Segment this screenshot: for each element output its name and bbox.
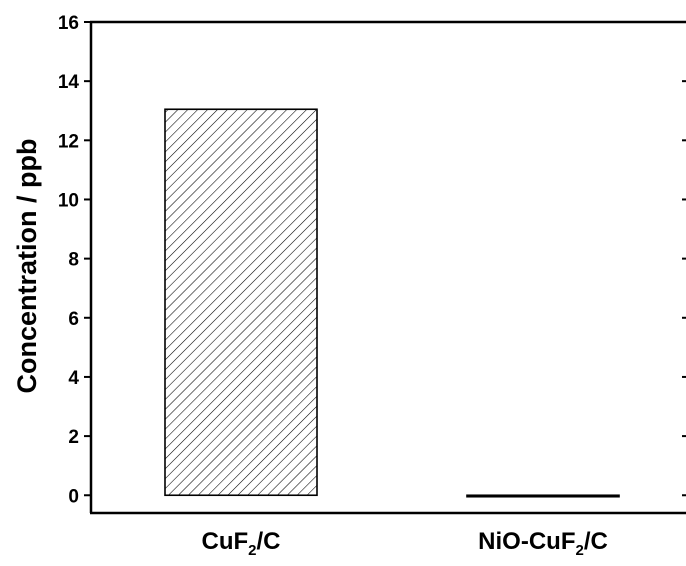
y-tick-label: 16 xyxy=(58,13,79,34)
y-tick-label: 10 xyxy=(58,190,79,211)
bars-layer xyxy=(164,108,620,498)
x-category-label: CuF2/C xyxy=(202,528,281,559)
y-tick-label: 0 xyxy=(68,486,79,507)
y-tick-label: 2 xyxy=(68,427,79,448)
y-tick-label: 6 xyxy=(68,309,79,330)
y-axis-title: Concentration / ppb xyxy=(12,139,42,394)
axes-layer xyxy=(89,20,686,515)
y-tick-label: 8 xyxy=(68,250,79,271)
bar-2 xyxy=(466,494,620,498)
x-category-label: NiO-CuF2/C xyxy=(478,528,608,559)
labels-layer: CuF2/C NiO-CuF2/C xyxy=(202,528,608,559)
y-tick-label: 14 xyxy=(58,72,80,93)
y-tick-label: 12 xyxy=(58,131,79,152)
bar-1 xyxy=(164,108,318,497)
y-tick-label: 4 xyxy=(68,368,79,389)
y-ticks-layer: 0 2 4 6 8 10 12 14 16 xyxy=(58,13,686,507)
